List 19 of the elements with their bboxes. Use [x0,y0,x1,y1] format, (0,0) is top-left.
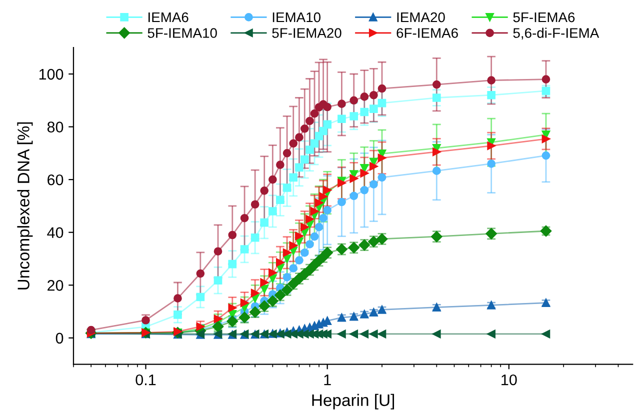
y-tick-label: 40 [47,227,64,238]
y-tick-label: 0 [56,332,64,344]
legend-label: IEMA10 [272,12,320,22]
y-tick-label: 80 [47,122,64,132]
legend-label: 6F-IEMA6 [396,28,458,38]
y-tick-label: 20 [48,280,64,291]
x-tick-label: 1 [324,374,331,386]
legend-label: IEMA6 [148,12,188,22]
y-axis-title: Uncomplexed DNA [%] [17,122,33,290]
y-tick-label: 60 [48,174,64,186]
legend-label: 5F-IEMA10 [148,28,217,38]
legend-label: 5F-IEMA20 [272,28,342,38]
legend-label: 5F-IEMA6 [513,12,575,22]
y-tick-label: 100 [39,68,64,80]
legend-label: IEMA20 [397,12,445,22]
x-tick-label: 0.1 [136,374,156,386]
x-axis-title: Heparin [U] [312,394,394,410]
legend-label: 5,6-di-F-IEMA [513,28,600,40]
x-tick-label: 10 [502,374,517,386]
